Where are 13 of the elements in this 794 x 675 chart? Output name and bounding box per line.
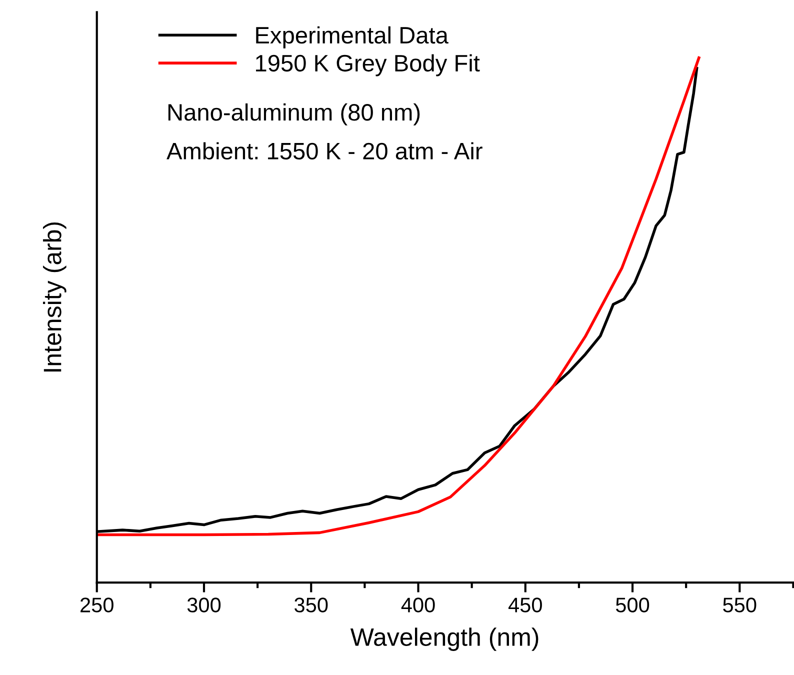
y-axis-title: Intensity (arb) (43, 222, 66, 372)
legend-label: Experimental Data (256, 26, 448, 48)
x-tick-label: 350 (294, 598, 328, 612)
x-tick-label: 250 (80, 598, 114, 612)
x-tick-label: 400 (401, 598, 435, 612)
x-tick-label: 300 (187, 598, 221, 612)
x-tick-label: 450 (508, 598, 542, 612)
annotation: Ambient: 1550 K - 20 atm - Air (166, 142, 482, 160)
x-tick-label: 550 (723, 598, 756, 612)
legend-label: 1950 K Grey Body Fit (256, 54, 480, 76)
x-tick-label: 500 (616, 598, 650, 612)
x-axis-title: Wavelength (nm) (350, 628, 538, 651)
annotation: Nano-aluminum (80 nm) (168, 103, 420, 126)
